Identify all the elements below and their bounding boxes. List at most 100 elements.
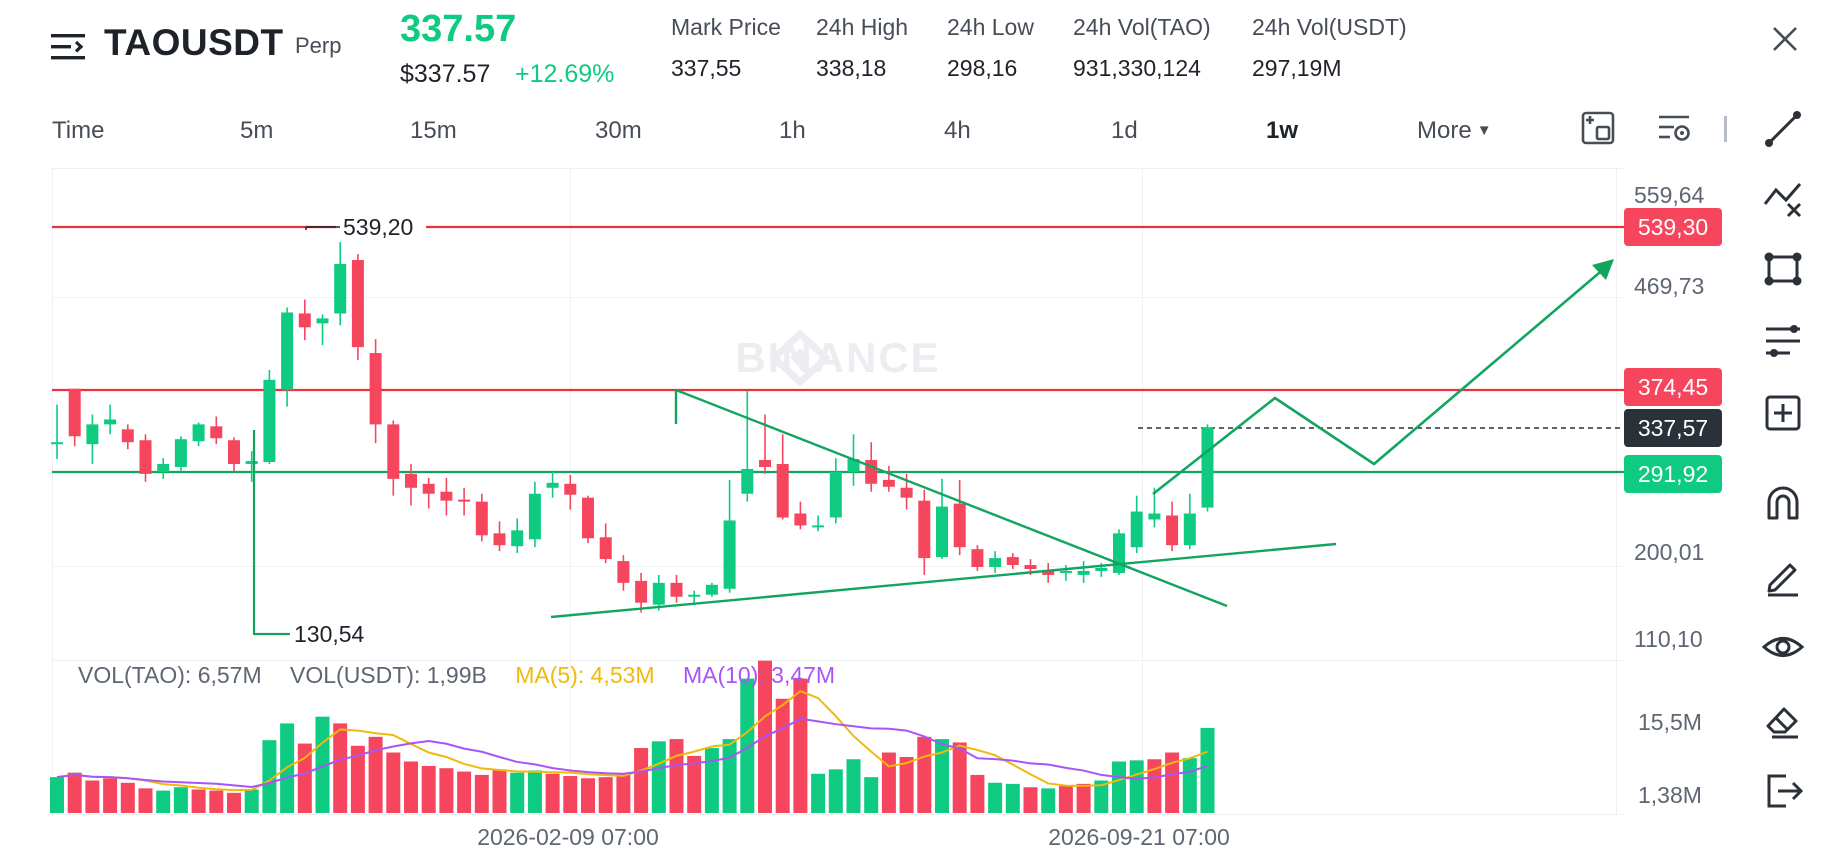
close-icon[interactable] bbox=[1770, 24, 1800, 54]
volume-bar[interactable] bbox=[474, 774, 489, 813]
candle-body[interactable] bbox=[1130, 511, 1143, 548]
candle-body[interactable] bbox=[936, 506, 948, 558]
volume-bar[interactable] bbox=[1076, 783, 1091, 813]
candle-body[interactable] bbox=[564, 483, 577, 495]
volume-bar[interactable] bbox=[421, 765, 436, 813]
candle-body[interactable] bbox=[68, 388, 81, 437]
candle-body[interactable] bbox=[1042, 570, 1055, 575]
candle-body[interactable] bbox=[1024, 565, 1037, 569]
volume-bar[interactable] bbox=[1165, 752, 1180, 813]
volume-bar[interactable] bbox=[457, 771, 472, 813]
candle-body[interactable] bbox=[228, 440, 240, 464]
chart-settings-icon[interactable] bbox=[1580, 110, 1616, 146]
volume-bar[interactable] bbox=[67, 772, 82, 813]
volume-bar[interactable] bbox=[616, 773, 631, 813]
candle-body[interactable] bbox=[705, 584, 718, 595]
candle-body[interactable] bbox=[245, 461, 258, 464]
candle-body[interactable] bbox=[192, 424, 205, 442]
candle-body[interactable] bbox=[369, 353, 382, 425]
candle-body[interactable] bbox=[652, 582, 665, 605]
volume-bar[interactable] bbox=[1094, 780, 1109, 813]
volume-bar[interactable] bbox=[899, 757, 914, 813]
volume-bar[interactable] bbox=[917, 736, 932, 813]
tab-5m[interactable]: 5m bbox=[240, 117, 274, 144]
candle-body[interactable] bbox=[157, 463, 170, 472]
candle-body[interactable] bbox=[1166, 515, 1179, 546]
candle-body[interactable] bbox=[953, 503, 966, 548]
volume-bar[interactable] bbox=[492, 769, 507, 813]
candle-body[interactable] bbox=[1148, 513, 1161, 520]
candle-body[interactable] bbox=[139, 440, 152, 474]
volume-bar[interactable] bbox=[1147, 759, 1162, 813]
volume-bar[interactable] bbox=[138, 788, 153, 813]
candle-body[interactable] bbox=[528, 493, 541, 540]
volume-bar[interactable] bbox=[1058, 786, 1073, 813]
candle-body[interactable] bbox=[617, 561, 630, 583]
eye-icon[interactable] bbox=[1760, 624, 1806, 670]
candle-body[interactable] bbox=[546, 482, 559, 488]
candle-body[interactable] bbox=[86, 424, 99, 445]
candle-body[interactable] bbox=[422, 483, 435, 494]
candle-body[interactable] bbox=[900, 487, 913, 498]
volume-bar[interactable] bbox=[846, 759, 861, 813]
candle-body[interactable] bbox=[316, 318, 329, 324]
tab-1h[interactable]: 1h bbox=[779, 117, 806, 144]
candle-body[interactable] bbox=[829, 471, 842, 518]
volume-bar[interactable] bbox=[50, 777, 64, 813]
volume-bar[interactable] bbox=[881, 752, 896, 813]
candle-body[interactable] bbox=[440, 491, 453, 501]
candle-body[interactable] bbox=[1006, 557, 1019, 566]
projection-path[interactable] bbox=[1152, 261, 1613, 496]
volume-bar[interactable] bbox=[687, 755, 702, 813]
volume-bar[interactable] bbox=[156, 790, 171, 813]
volume-bar[interactable] bbox=[191, 789, 206, 813]
candle-body[interactable] bbox=[334, 263, 347, 314]
candle-body[interactable] bbox=[599, 537, 612, 560]
candle-body[interactable] bbox=[493, 533, 506, 546]
volume-bar[interactable] bbox=[669, 739, 684, 813]
volume-bar[interactable] bbox=[297, 743, 312, 813]
volume-bar[interactable] bbox=[988, 782, 1003, 813]
volume-bar[interactable] bbox=[510, 772, 525, 813]
volume-bar[interactable] bbox=[1112, 761, 1126, 813]
trend-line-tool-icon[interactable] bbox=[1760, 106, 1806, 152]
volume-bar[interactable] bbox=[1200, 727, 1215, 813]
zigzag-tool-icon[interactable] bbox=[1760, 174, 1806, 220]
candle-body[interactable] bbox=[387, 424, 400, 479]
volume-bar[interactable] bbox=[173, 787, 188, 813]
tab-time[interactable]: Time bbox=[52, 117, 105, 144]
candle-body[interactable] bbox=[104, 419, 117, 425]
volume-bar[interactable] bbox=[722, 739, 737, 813]
volume-bar[interactable] bbox=[864, 777, 879, 813]
candle-body[interactable] bbox=[1113, 533, 1125, 573]
candle-body[interactable] bbox=[458, 499, 471, 502]
volume-bar[interactable] bbox=[545, 773, 560, 813]
volume-bar[interactable] bbox=[598, 777, 613, 813]
volume-bar[interactable] bbox=[563, 776, 578, 813]
volume-bar[interactable] bbox=[811, 773, 826, 813]
rectangle-tool-icon[interactable] bbox=[1760, 246, 1806, 292]
volume-bar[interactable] bbox=[333, 723, 348, 813]
volume-bar[interactable] bbox=[368, 736, 383, 813]
candle-body[interactable] bbox=[51, 442, 63, 445]
candle-body[interactable] bbox=[918, 500, 931, 559]
candle-body[interactable] bbox=[1183, 513, 1196, 546]
volume-bar[interactable] bbox=[85, 780, 100, 813]
pencil-icon[interactable] bbox=[1760, 552, 1806, 598]
candle-body[interactable] bbox=[298, 313, 311, 328]
volume-bar[interactable] bbox=[527, 770, 542, 813]
candle-body[interactable] bbox=[1095, 567, 1108, 571]
price-tag-539[interactable]: 539,30 bbox=[1624, 208, 1722, 246]
candle-body[interactable] bbox=[210, 426, 223, 439]
price-tag-last[interactable]: 337,57 bbox=[1624, 409, 1722, 447]
volume-bar[interactable] bbox=[120, 782, 135, 813]
volume-bar[interactable] bbox=[935, 739, 949, 813]
candle-body[interactable] bbox=[882, 479, 895, 487]
candle-body[interactable] bbox=[511, 530, 524, 547]
volume-bar[interactable] bbox=[244, 789, 259, 813]
candle-body[interactable] bbox=[174, 439, 187, 467]
volume-bar[interactable] bbox=[439, 768, 454, 813]
candle-body[interactable] bbox=[812, 525, 825, 528]
volume-bar[interactable] bbox=[581, 778, 595, 813]
volume-bar[interactable] bbox=[1005, 783, 1020, 813]
